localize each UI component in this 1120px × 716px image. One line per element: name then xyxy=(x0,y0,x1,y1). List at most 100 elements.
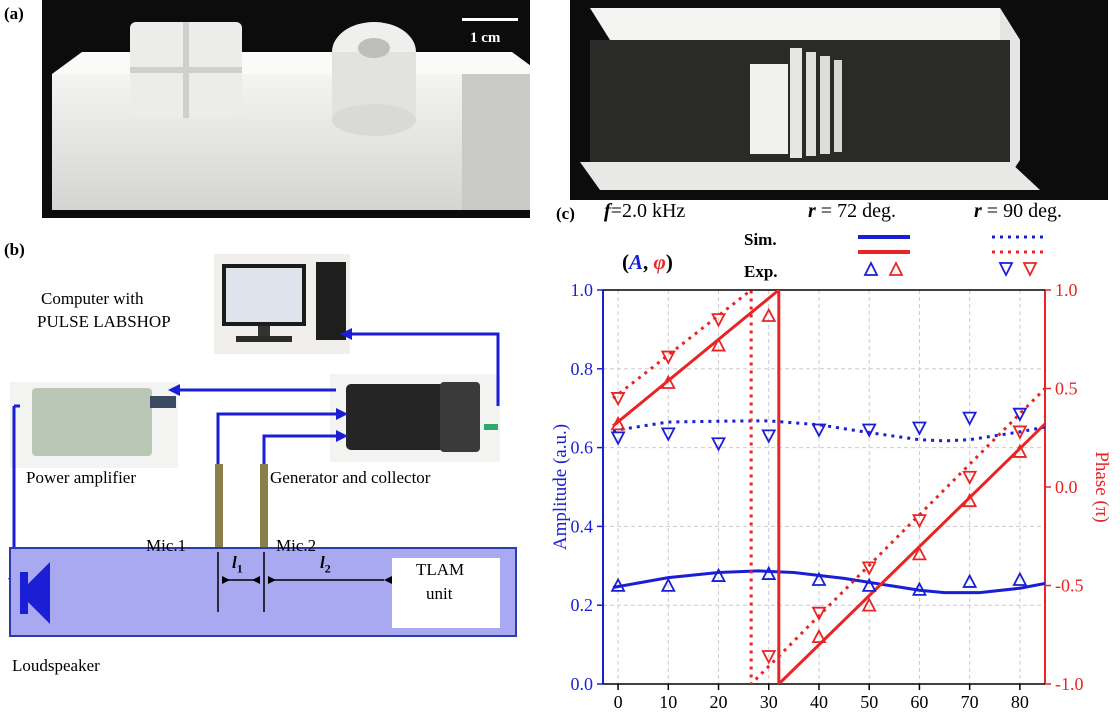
computer-label-line1: Computer with xyxy=(41,289,144,308)
frequency-value: =2.0 kHz xyxy=(610,200,686,222)
y-right-tick-label-4: 1.0 xyxy=(1055,280,1078,300)
y-left-axis-title: Amplitude (a.u.) xyxy=(550,424,571,550)
exp-phase-72-marker-2 xyxy=(711,337,727,352)
legend-exp-amp-72-marker xyxy=(863,260,879,276)
panel-a-label: (a) xyxy=(4,4,24,23)
legend-exp-amp-90-marker xyxy=(998,262,1014,278)
exp-phase-72-marker-7 xyxy=(962,492,978,508)
x-tick-label-4: 40 xyxy=(810,692,828,712)
exp-phase-90-marker-8 xyxy=(1012,425,1028,440)
exp-phase-72-marker-3 xyxy=(761,307,777,322)
x-tick-label-3: 30 xyxy=(760,692,778,712)
l2-subscript: 2 xyxy=(324,561,331,576)
exp-phase-90-marker-6 xyxy=(911,514,927,529)
sim-amp-72-line xyxy=(612,569,1045,595)
legend-exp-phase-72-marker xyxy=(888,260,904,276)
exp-amp-90-marker-1 xyxy=(660,427,676,442)
tlam-label-line1: TLAM xyxy=(416,560,465,579)
legend-r72-value: = 72 deg. xyxy=(815,200,896,222)
l1-label: l1 xyxy=(232,553,243,576)
exp-phase-72-marker-8 xyxy=(1012,443,1028,458)
exp-phase-72-marker-5 xyxy=(861,597,877,612)
exp-amp-90-marker-2 xyxy=(711,437,727,452)
frequency-symbol: f xyxy=(604,200,611,222)
exp-amp-90-marker-6 xyxy=(911,421,927,436)
x-tick-label-8: 80 xyxy=(1011,692,1029,712)
y-left-tick-label-4: 0.8 xyxy=(571,359,594,379)
exp-amp-72-marker-3 xyxy=(761,565,777,580)
exp-amp-90-marker-7 xyxy=(962,411,978,426)
exp-phase-90-marker-7 xyxy=(962,470,978,486)
photo-tlam-assembled-drawing xyxy=(52,18,530,210)
generator-photo xyxy=(330,374,500,462)
y-right-axis-title: Phase (π) xyxy=(1091,451,1112,522)
exp-amp-90-marker-3 xyxy=(761,429,777,444)
exp-amp-72-marker-8 xyxy=(1012,571,1028,586)
x-tick-label-7: 70 xyxy=(961,692,979,712)
exp-phase-90-marker-4 xyxy=(811,606,827,622)
exp-phase-90-marker-1 xyxy=(660,350,676,365)
generator-label: Generator and collector xyxy=(270,468,431,487)
power-amplifier-label: Power amplifier xyxy=(26,468,136,487)
pair-open: ( xyxy=(622,250,629,274)
l2-symbol: l xyxy=(320,553,325,572)
exp-phase-72-marker-6 xyxy=(911,546,927,561)
exp-phase-72-marker-0 xyxy=(610,416,626,431)
l1-symbol: l xyxy=(232,553,237,572)
exp-amp-72-marker-7 xyxy=(962,573,978,588)
exp-amp-90-marker-4 xyxy=(811,423,827,438)
legend-r72-title: r = 72 deg. xyxy=(808,200,896,223)
mic1-label: Mic.1 xyxy=(146,536,187,555)
exp-phase-90-marker-2 xyxy=(711,313,727,328)
loudspeaker-label: Loudspeaker xyxy=(12,656,100,675)
exp-amp-90-marker-0 xyxy=(610,431,626,446)
pair-amplitude-symbol: A xyxy=(629,250,644,274)
exp-amp-90-marker-8 xyxy=(1012,407,1028,423)
y-left-tick-label-1: 0.2 xyxy=(571,595,594,615)
exp-amp-90-marker-5 xyxy=(861,423,877,438)
mic2-label: Mic.2 xyxy=(276,536,317,555)
x-tick-label-0: 0 xyxy=(614,692,623,712)
x-tick-label-6: 60 xyxy=(910,692,928,712)
exp-amp-72-marker-5 xyxy=(861,577,877,592)
y-right-tick-label-2: 0.0 xyxy=(1055,477,1078,497)
y-left-tick-label-3: 0.6 xyxy=(571,438,594,458)
legend-r90-title: r = 90 deg. xyxy=(974,200,1062,223)
setup-diagram xyxy=(8,254,517,637)
y-right-tick-label-0: -1.0 xyxy=(1055,674,1084,694)
frequency-label: f=2.0 kHz xyxy=(604,200,685,223)
exp-amp-72-marker-2 xyxy=(711,567,727,582)
photo-tlam-open xyxy=(570,0,1108,200)
panel-c-label: (c) xyxy=(556,204,575,223)
sim-amp-90-line xyxy=(612,419,1045,443)
legend-r90-symbol: r xyxy=(974,200,982,222)
exp-phase-72-marker-4 xyxy=(811,628,827,644)
pair-close: ) xyxy=(665,250,673,274)
tlam-unit-box xyxy=(392,558,500,628)
computer-photo xyxy=(214,254,350,354)
dimension-lines xyxy=(217,552,384,612)
exp-phase-90-marker-0 xyxy=(610,392,626,407)
sim-phase-72-line xyxy=(612,290,1045,684)
exp-amp-72-marker-0 xyxy=(610,577,626,592)
y-right-tick-label-3: 0.5 xyxy=(1055,379,1078,399)
exp-phase-72-marker-1 xyxy=(660,374,676,389)
sim-phase-90-line xyxy=(612,290,1045,684)
exp-phase-90-marker-3 xyxy=(761,650,777,665)
tlam-label-line2: unit xyxy=(426,584,453,603)
pair-phase-symbol: φ xyxy=(653,250,666,274)
legend-r90-value: = 90 deg. xyxy=(981,200,1062,222)
x-tick-label-2: 20 xyxy=(710,692,728,712)
l1-subscript: 1 xyxy=(236,561,243,576)
pair-separator: , xyxy=(643,250,654,274)
y-left-tick-label-2: 0.4 xyxy=(571,516,594,536)
legend-r72-symbol: r xyxy=(808,200,816,222)
y-right-tick-label-1: -0.5 xyxy=(1055,576,1084,596)
x-tick-label-5: 50 xyxy=(860,692,878,712)
legend-sim-label: Sim. xyxy=(744,230,777,249)
legend-exp-label: Exp. xyxy=(744,262,778,281)
panel-b-label: (b) xyxy=(4,240,25,259)
loudspeaker-icon xyxy=(20,562,50,624)
photo-tlam-open-drawing xyxy=(580,8,1040,190)
